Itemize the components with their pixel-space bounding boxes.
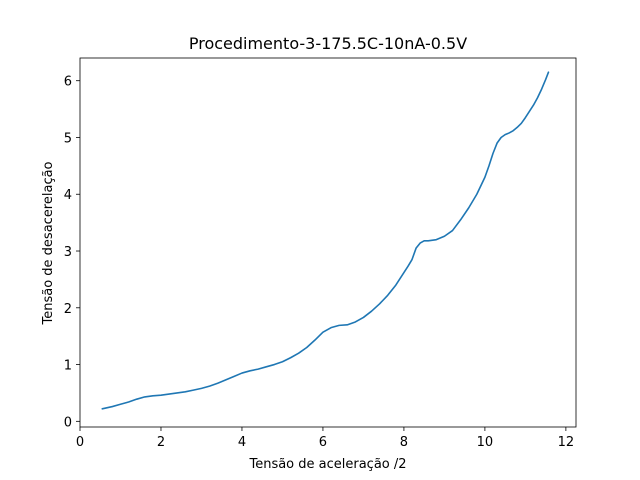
series-layer [101, 71, 550, 410]
y-tick-label: 1 [64, 359, 72, 374]
x-tick-label: 8 [400, 435, 408, 450]
x-tick-label: 2 [157, 435, 165, 450]
y-tick-label: 4 [64, 188, 72, 203]
y-tick-label: 3 [64, 245, 72, 260]
series-line-0 [101, 71, 550, 410]
x-tick-label: 12 [558, 435, 575, 450]
x-axis-label: Tensão de aceleração /2 [248, 457, 406, 472]
x-tick-label: 10 [477, 435, 494, 450]
plot-frame [79, 57, 577, 428]
x-tick-label: 4 [238, 435, 246, 450]
x-tick-label: 6 [319, 435, 327, 450]
y-tick-label: 5 [64, 131, 72, 146]
y-tick-label: 0 [64, 415, 72, 430]
y-tick-label: 2 [64, 302, 72, 317]
chart-title: Procedimento-3-175.5C-10nA-0.5V [189, 34, 467, 53]
y-axis-label: Tensão de desacerelação [41, 161, 56, 325]
x-tick-label: 0 [76, 435, 84, 450]
y-tick-label: 6 [64, 75, 72, 90]
